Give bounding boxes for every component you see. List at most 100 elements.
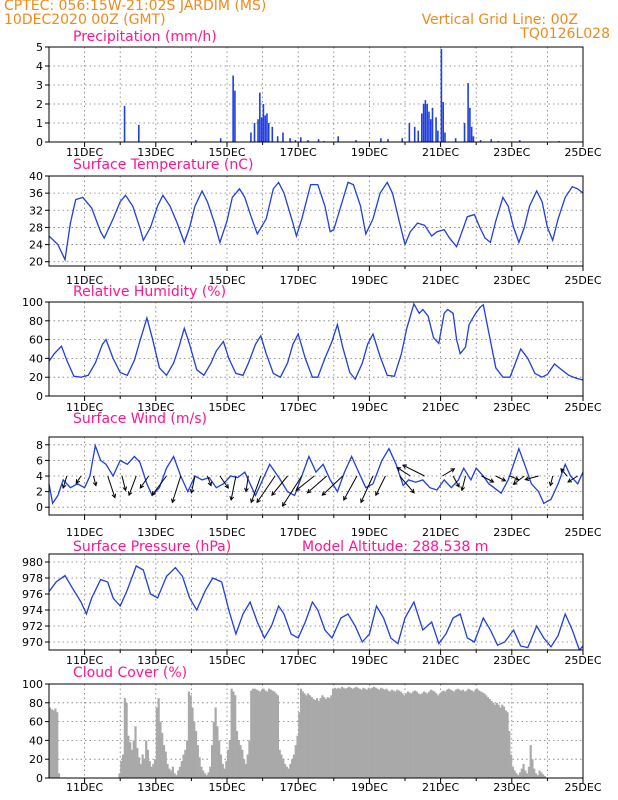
chart-annotation: Model Altitude: 288.538 m [302, 539, 488, 555]
bar [474, 689, 477, 778]
wind-arrowhead [250, 498, 255, 504]
bar [355, 140, 357, 142]
bar [358, 688, 361, 778]
x-tick-label: 17DEC [280, 401, 317, 414]
plot-frame [48, 683, 584, 779]
report-header: CPTEC: 056:15W-21:02S JARDIM (MS) 10DEC2… [0, 0, 618, 42]
x-tick-label: 11DEC [66, 274, 103, 287]
run-code: TQ0126L028 [520, 26, 610, 42]
y-tick-label: 6 [36, 454, 43, 467]
y-tick-label: 28 [29, 221, 43, 234]
bar [141, 754, 144, 778]
wind-arrowhead [560, 467, 565, 473]
bar [413, 126, 416, 142]
bar [123, 105, 126, 142]
bar [371, 687, 374, 778]
bar [262, 104, 265, 142]
bar [232, 75, 234, 142]
bar [399, 691, 402, 778]
bar [397, 690, 401, 778]
bar [203, 773, 207, 778]
bar [243, 759, 246, 778]
bar [291, 759, 294, 778]
bar [426, 104, 428, 142]
x-tick-label: 15DEC [208, 781, 245, 794]
bar [390, 689, 393, 778]
y-tick-label: 24 [29, 239, 43, 252]
bar [125, 702, 128, 778]
bar [387, 690, 390, 778]
bar [332, 688, 335, 778]
wind-arrow [399, 475, 415, 494]
bar [540, 772, 543, 778]
wind-arrowhead [501, 477, 507, 482]
bar [349, 687, 352, 778]
bar [305, 695, 308, 778]
bar [424, 692, 427, 778]
wind-arrowhead [306, 488, 312, 494]
bar [319, 698, 322, 778]
bar [387, 139, 389, 142]
bar [488, 699, 491, 778]
bar [380, 138, 382, 142]
bar [490, 139, 493, 142]
bar [431, 690, 434, 778]
chart-panel-5: Surface Pressure (hPa) Model Altitude: 28… [22, 539, 602, 667]
bar [440, 691, 443, 778]
bar [381, 688, 385, 778]
bar [408, 692, 411, 778]
y-tick-label: 60 [29, 334, 43, 347]
bar [118, 773, 121, 778]
bar [444, 132, 446, 142]
grid-note: Vertical Grid Line: 00Z [421, 12, 578, 28]
bar [134, 726, 137, 778]
y-tick-label: 36 [29, 187, 43, 200]
series-line [49, 443, 583, 505]
bar [383, 689, 386, 778]
wind-arrowhead [92, 481, 98, 487]
x-tick-label: 19DEC [351, 274, 388, 287]
wind-arrowhead [171, 498, 176, 504]
bar [239, 745, 242, 778]
bar [465, 690, 468, 778]
bar [123, 698, 126, 778]
bar [401, 693, 404, 778]
bar [355, 686, 358, 778]
bar [241, 749, 244, 778]
x-tick-label: 23DEC [493, 654, 530, 667]
bar [271, 690, 274, 778]
x-tick-label: 11DEC [66, 526, 103, 539]
bar [196, 745, 199, 778]
bar [310, 697, 313, 778]
bar [536, 775, 539, 778]
bar [403, 695, 406, 778]
bar [121, 754, 125, 778]
bar [186, 740, 189, 778]
bar [164, 751, 167, 778]
bar [205, 775, 208, 778]
bar [301, 691, 304, 778]
series-line [49, 302, 583, 381]
wind-arrowhead [514, 476, 520, 481]
x-tick-label: 15DEC [208, 654, 245, 667]
bar [264, 690, 267, 778]
bar [542, 774, 545, 778]
bar [401, 138, 404, 142]
x-tick-label: 15DEC [208, 274, 245, 287]
bar [182, 754, 185, 778]
bar [328, 698, 331, 778]
bar [194, 140, 197, 142]
wind-arrowhead [450, 468, 456, 473]
bar [524, 770, 527, 778]
x-tick-label: 13DEC [137, 654, 174, 667]
bar [257, 690, 260, 778]
wind-arrowhead [295, 486, 301, 492]
x-tick-label: 23DEC [493, 526, 530, 539]
bar [314, 699, 317, 778]
bar [410, 693, 413, 778]
bar [435, 693, 438, 778]
plot-frame [48, 46, 584, 143]
wind-arrow [295, 475, 315, 491]
bar [360, 689, 363, 778]
